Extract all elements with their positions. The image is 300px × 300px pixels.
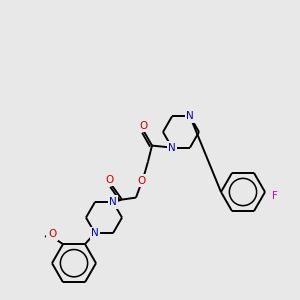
Text: N: N (109, 197, 117, 207)
Text: F: F (272, 191, 278, 201)
Text: N: N (186, 111, 194, 122)
Text: N: N (91, 228, 99, 238)
Text: N: N (168, 142, 176, 153)
Text: O: O (137, 176, 145, 186)
Text: O: O (140, 121, 148, 130)
Text: O: O (106, 175, 114, 184)
Text: O: O (48, 229, 56, 239)
